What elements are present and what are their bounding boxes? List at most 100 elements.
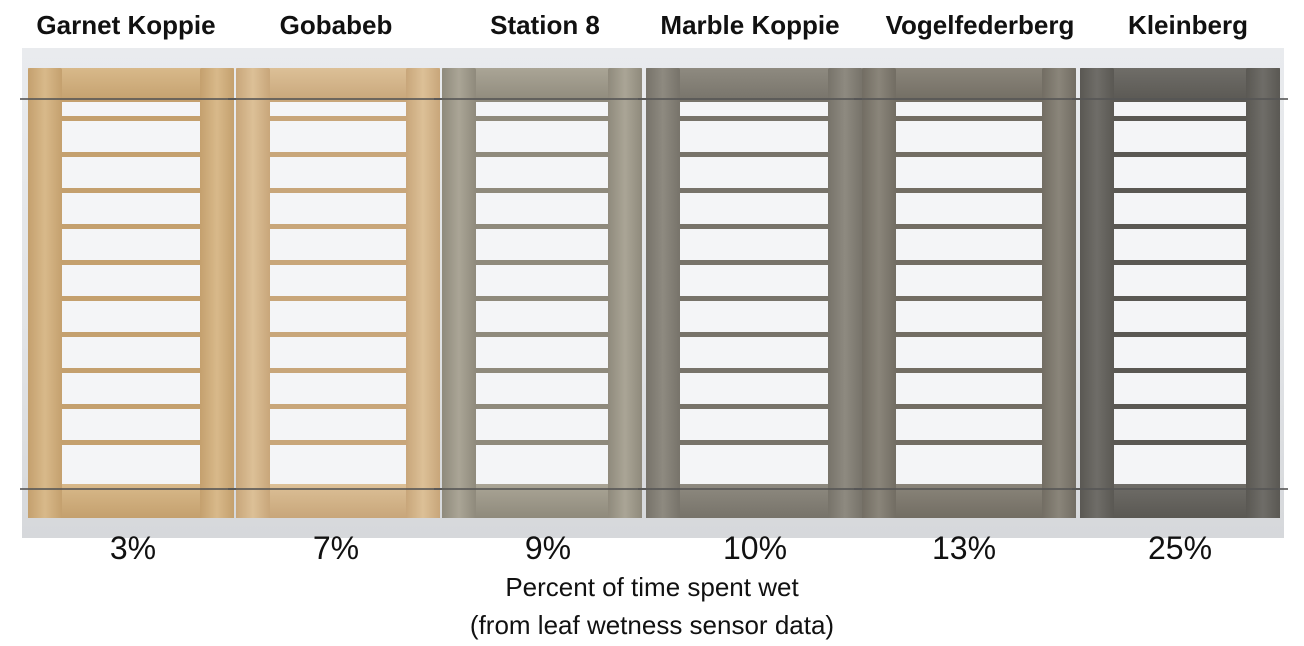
frame-window	[476, 102, 608, 484]
site-label-kleinberg: Kleinberg	[1128, 10, 1248, 40]
frame-slat	[1114, 332, 1246, 337]
frame-slat	[896, 188, 1042, 193]
frame-slat	[1114, 152, 1246, 157]
frame-slat	[896, 404, 1042, 409]
caption-line-1: Percent of time spent wet	[505, 572, 799, 602]
frame-slat	[680, 296, 828, 301]
frame-post-left	[646, 68, 680, 518]
binding-wire	[434, 488, 650, 490]
binding-wire	[638, 488, 870, 490]
frame-slat	[476, 116, 608, 121]
caption-line-2: (from leaf wetness sensor data)	[469, 610, 835, 640]
frame-slat	[476, 260, 608, 265]
site-label-station-8: Station 8	[490, 10, 600, 40]
frame-slat	[62, 440, 200, 445]
frame-slat	[270, 188, 406, 193]
frame-post-right	[1246, 68, 1280, 518]
frame-slat	[62, 368, 200, 373]
frame-slat	[270, 296, 406, 301]
frame-slat	[62, 188, 200, 193]
binding-wire	[228, 488, 448, 490]
frame-slat	[476, 368, 608, 373]
binding-wire	[20, 488, 242, 490]
binding-wire	[434, 98, 650, 100]
frame-slat	[896, 224, 1042, 229]
site-label-vogelfederberg: Vogelfederberg	[885, 10, 1075, 40]
frame-slat	[62, 404, 200, 409]
binding-wire	[854, 98, 1084, 100]
frame-slat	[680, 260, 828, 265]
frame-post-right	[406, 68, 440, 518]
frame-post-right	[200, 68, 234, 518]
frame-slat	[270, 152, 406, 157]
site-label-garnet-koppie: Garnet Koppie	[36, 10, 216, 40]
frame-slat	[62, 152, 200, 157]
frame-slat	[62, 116, 200, 121]
frame-slat	[1114, 440, 1246, 445]
percent-station-8: 9%	[524, 530, 572, 566]
binding-wire	[228, 98, 448, 100]
percent-garnet-koppie: 3%	[109, 530, 157, 566]
frame-post-right	[608, 68, 642, 518]
frame-slat	[270, 332, 406, 337]
frame-slat	[680, 332, 828, 337]
frame-slat	[270, 260, 406, 265]
frame-slat	[1114, 260, 1246, 265]
frame-window	[270, 102, 406, 484]
frame-slat	[270, 224, 406, 229]
sensor-frame-marble-koppie	[638, 68, 870, 518]
sensor-frame-station-8	[434, 68, 650, 518]
frame-slat	[1114, 404, 1246, 409]
frame-slat	[476, 188, 608, 193]
frame-post-left	[442, 68, 476, 518]
frame-slat	[680, 152, 828, 157]
frame-slat	[896, 152, 1042, 157]
frame-slat	[62, 332, 200, 337]
percent-vogelfederberg: 13%	[931, 530, 997, 566]
site-label-marble-koppie: Marble Koppie	[660, 10, 840, 40]
frame-slat	[62, 296, 200, 301]
frame-slat	[680, 188, 828, 193]
frame-window	[1114, 102, 1246, 484]
frame-slat	[680, 368, 828, 373]
frame-slat	[1114, 116, 1246, 121]
frame-slat	[270, 404, 406, 409]
frame-slat	[270, 116, 406, 121]
site-label-gobabeb: Gobabeb	[279, 10, 393, 40]
frame-slat	[680, 224, 828, 229]
frame-slat	[476, 332, 608, 337]
frame-slat	[896, 440, 1042, 445]
frame-slat	[680, 404, 828, 409]
frame-slat	[680, 116, 828, 121]
frame-post-left	[236, 68, 270, 518]
frame-slat	[476, 404, 608, 409]
frame-slat	[680, 440, 828, 445]
frame-slat	[1114, 296, 1246, 301]
binding-wire	[1072, 98, 1288, 100]
frame-rail-top	[28, 68, 234, 102]
percent-gobabeb: 7%	[312, 530, 360, 566]
sensor-frame-vogelfederberg	[854, 68, 1084, 518]
frame-slat	[1114, 368, 1246, 373]
sensor-frame-kleinberg	[1072, 68, 1288, 518]
frame-slat	[62, 260, 200, 265]
percent-kleinberg: 25%	[1147, 530, 1213, 566]
frame-slat	[896, 296, 1042, 301]
frame-slat	[896, 368, 1042, 373]
frame-slat	[270, 368, 406, 373]
binding-wire	[20, 98, 242, 100]
frame-post-left	[862, 68, 896, 518]
frame-rail-top	[646, 68, 862, 102]
frame-slat	[896, 116, 1042, 121]
sensor-frames-photo	[20, 48, 1288, 538]
frame-slat	[476, 224, 608, 229]
frame-window	[896, 102, 1042, 484]
frame-window	[62, 102, 200, 484]
binding-wire	[1072, 488, 1288, 490]
binding-wire	[854, 488, 1084, 490]
frame-slat	[896, 332, 1042, 337]
frame-slat	[270, 440, 406, 445]
frame-post-right	[1042, 68, 1076, 518]
frame-slat	[476, 440, 608, 445]
frame-post-left	[28, 68, 62, 518]
